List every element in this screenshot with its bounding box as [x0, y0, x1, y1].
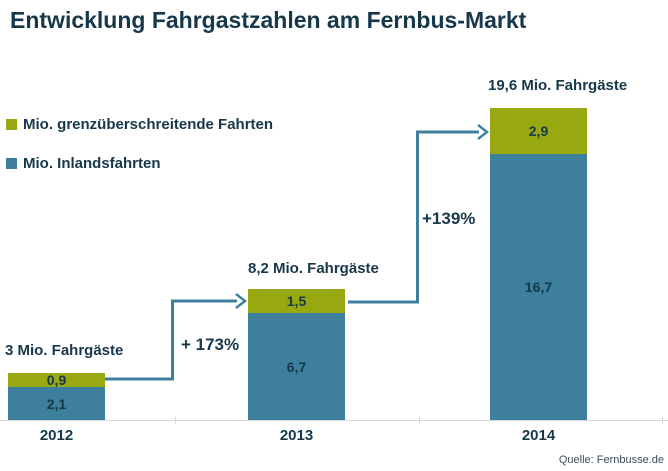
legend-swatch-blue-icon [6, 158, 17, 169]
bar-2014-cross-border-value: 2,9 [528, 123, 549, 139]
growth-label-2013-2014: +139% [422, 209, 476, 228]
x-label-2012: 2012 [39, 427, 74, 444]
legend-item-domestic: Mio. Inlandsfahrten [6, 155, 161, 172]
growth-arrowhead-2013-2014-icon [477, 124, 489, 140]
bar-2014: 2,9 16,7 [490, 108, 587, 420]
bar-2012-domestic-value: 2,1 [46, 395, 67, 412]
legend-label-domestic: Mio. Inlandsfahrten [23, 155, 161, 172]
total-label-2013: 8,2 Mio. Fahrgäste [248, 260, 379, 277]
bar-2013-domestic-segment: 6,7 [248, 313, 345, 420]
bar-2013-cross-border-segment: 1,5 [248, 289, 345, 313]
bar-2013-domestic-value: 6,7 [286, 358, 307, 375]
bar-2013: 1,5 6,7 [248, 289, 345, 420]
bar-2014-domestic-segment: 16,7 [490, 154, 587, 420]
growth-label-2012-2013: + 173% [181, 335, 240, 354]
bar-2012: 0,9 2,1 [8, 373, 105, 420]
x-axis-tick [662, 417, 663, 424]
bar-2012-domestic-segment: 2,1 [8, 387, 105, 420]
x-axis-tick [175, 417, 176, 424]
source-label: Quelle: Fernbusse.de [558, 454, 664, 466]
total-label-2012: 3 Mio. Fahrgäste [5, 342, 124, 359]
bar-2014-domestic-value: 16,7 [524, 279, 553, 295]
legend-item-cross-border: Mio. grenzüberschreitende Fahrten [6, 116, 273, 133]
x-label-2013: 2013 [279, 427, 314, 444]
bar-2013-cross-border-value: 1,5 [286, 293, 307, 309]
page-title: Entwicklung Fahrgastzahlen am Fernbus-Ma… [10, 7, 527, 33]
x-axis [0, 420, 668, 421]
bar-2012-cross-border-value: 0,9 [46, 372, 67, 388]
legend-swatch-green-icon [6, 119, 17, 130]
bar-2014-cross-border-segment: 2,9 [490, 108, 587, 154]
bar-2012-cross-border-segment: 0,9 [8, 373, 105, 387]
growth-arrowhead-2012-2013-icon [235, 293, 247, 309]
total-label-2014: 19,6 Mio. Fahrgäste [488, 77, 628, 94]
x-axis-tick [419, 417, 420, 424]
legend-label-cross-border: Mio. grenzüberschreitende Fahrten [23, 116, 274, 133]
x-label-2014: 2014 [521, 427, 556, 444]
